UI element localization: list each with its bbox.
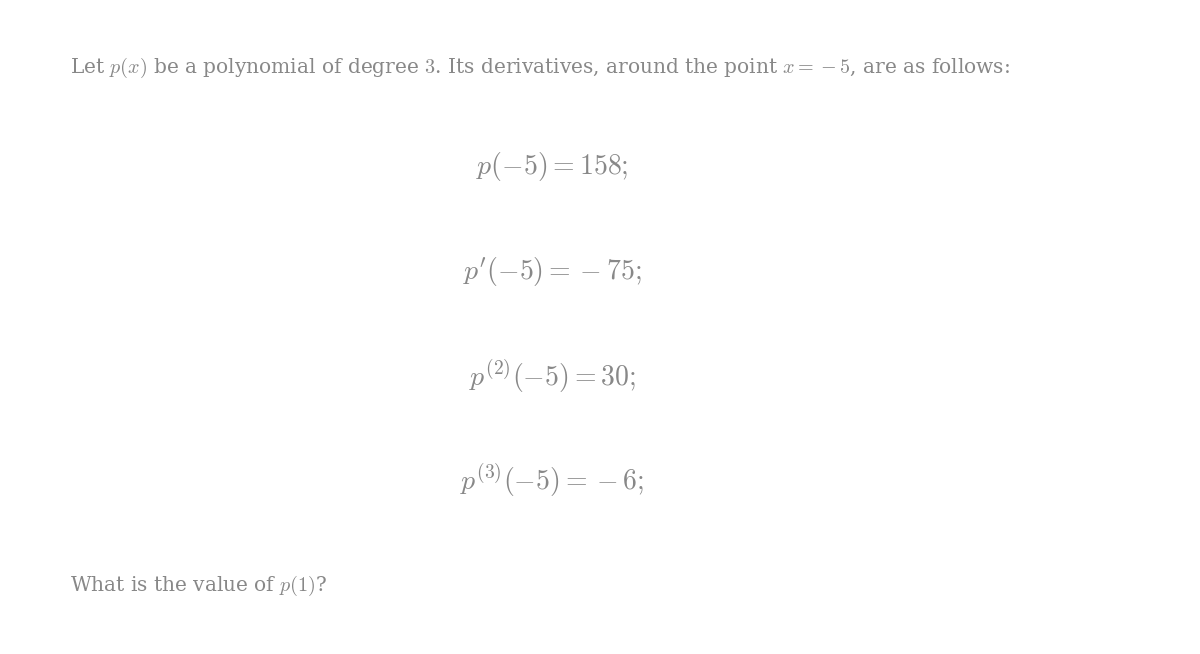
Text: $p'(-5) = -75;$: $p'(-5) = -75;$ bbox=[463, 255, 641, 288]
Text: $p(-5) = 158;$: $p(-5) = 158;$ bbox=[476, 150, 628, 183]
Text: $p^{(2)}(-5) = 30;$: $p^{(2)}(-5) = 30;$ bbox=[469, 358, 635, 394]
Text: $p^{(3)}(-5) = -6;$: $p^{(3)}(-5) = -6;$ bbox=[460, 462, 644, 499]
Text: Let $p(x)$ be a polynomial of degree $3$. Its derivatives, around the point $x =: Let $p(x)$ be a polynomial of degree $3$… bbox=[70, 56, 1009, 80]
Text: What is the value of $p(1)$?: What is the value of $p(1)$? bbox=[70, 574, 326, 598]
